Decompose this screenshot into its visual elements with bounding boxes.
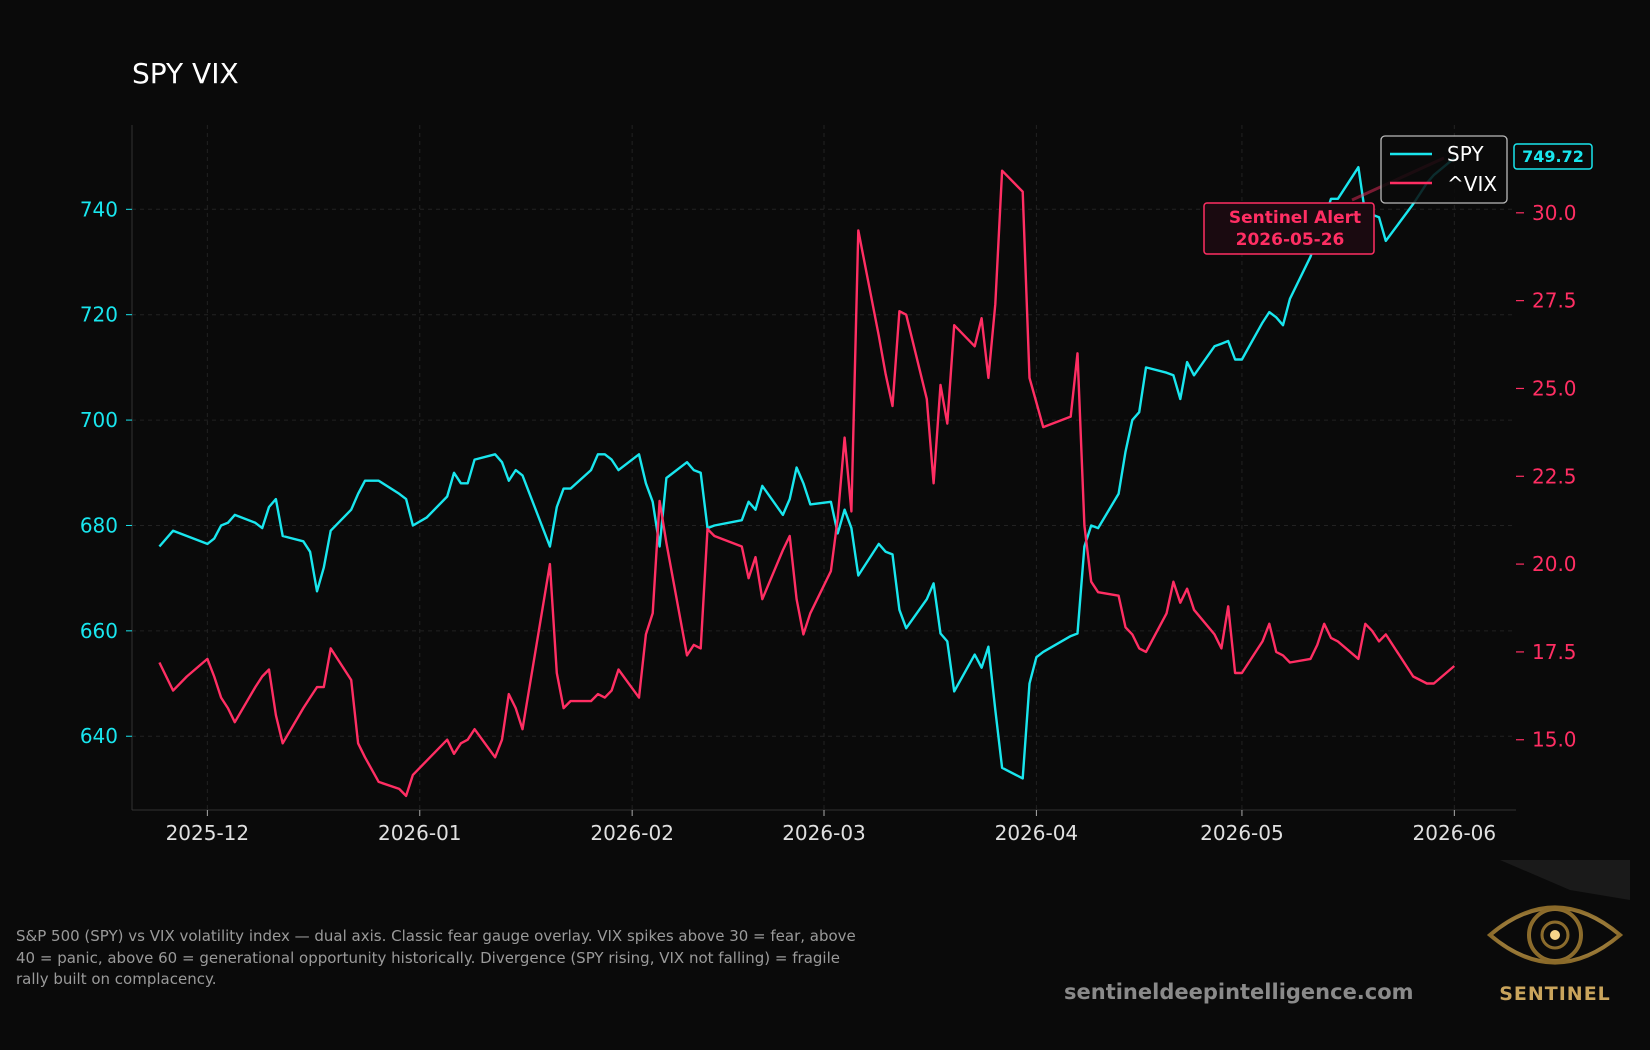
y-left-tick-label: 700 [80,408,118,432]
logo-pupil [1550,930,1560,940]
y-left-tick-label: 680 [80,513,118,537]
annotation-box [1203,202,1375,255]
x-tick-label: 2026-03 [782,821,866,845]
logo-iris [1527,907,1583,963]
series-lines [158,157,1456,798]
y-right-tick-label: 17.5 [1532,640,1577,664]
x-axis-ticks: 2025-12 2026-01 2026-02 2026-03 2026-04 2026-… [166,810,1497,845]
last-value-label: 749.72 [1522,147,1584,166]
x-tick-label: 2026-04 [995,821,1079,845]
y-axis-right-ticks: 15.0 17.5 20.0 22.5 25.0 27.5 30.0 [1516,201,1577,752]
logo-eye-outline [1486,905,1624,965]
logo-pupil-ring [1540,920,1570,950]
y-right-tick-label: 25.0 [1532,376,1577,400]
x-tick-label: 2026-02 [590,821,674,845]
y-right-tick-label: 22.5 [1532,464,1577,488]
y-left-tick-label: 740 [80,197,118,221]
legend-vix-label: ^VIX [1447,172,1497,196]
last-value-badge: 749.72 [1513,143,1593,170]
website-label[interactable]: sentineldeepintelligence.com [1064,980,1414,1004]
vix-line [158,169,1456,798]
chart-title: SPY VIX [132,57,239,90]
logo-shard [1500,860,1630,900]
x-tick-label: 2025-12 [166,821,250,845]
last-value-box [1513,143,1593,170]
sentinel-eye-logo: SENTINEL [1486,860,1630,1005]
x-tick-label: 2026-05 [1200,821,1284,845]
annotation-line1: Sentinel Alert [1229,208,1361,228]
y-right-tick-label: 27.5 [1532,289,1577,313]
y-right-tick-label: 30.0 [1532,201,1577,225]
x-tick-label: 2026-01 [378,821,462,845]
x-tick-label: 2026-06 [1413,821,1497,845]
legend-spy-label: SPY [1447,142,1484,166]
y-axis-left-ticks: 640 660 680 700 720 740 [80,197,132,748]
chart-caption: S&P 500 (SPY) vs VIX volatility index — … [16,927,856,988]
logo-text: SENTINEL [1499,983,1611,1005]
y-left-tick-label: 660 [80,619,118,643]
y-left-tick-label: 720 [80,303,118,327]
annotation-line2: 2026-05-26 [1236,230,1345,250]
spy-line [158,157,1456,780]
gridlines [132,125,1516,810]
legend: SPY ^VIX [1380,135,1508,204]
y-right-tick-label: 20.0 [1532,552,1577,576]
y-left-tick-label: 640 [80,724,118,748]
y-right-tick-label: 15.0 [1532,728,1577,752]
